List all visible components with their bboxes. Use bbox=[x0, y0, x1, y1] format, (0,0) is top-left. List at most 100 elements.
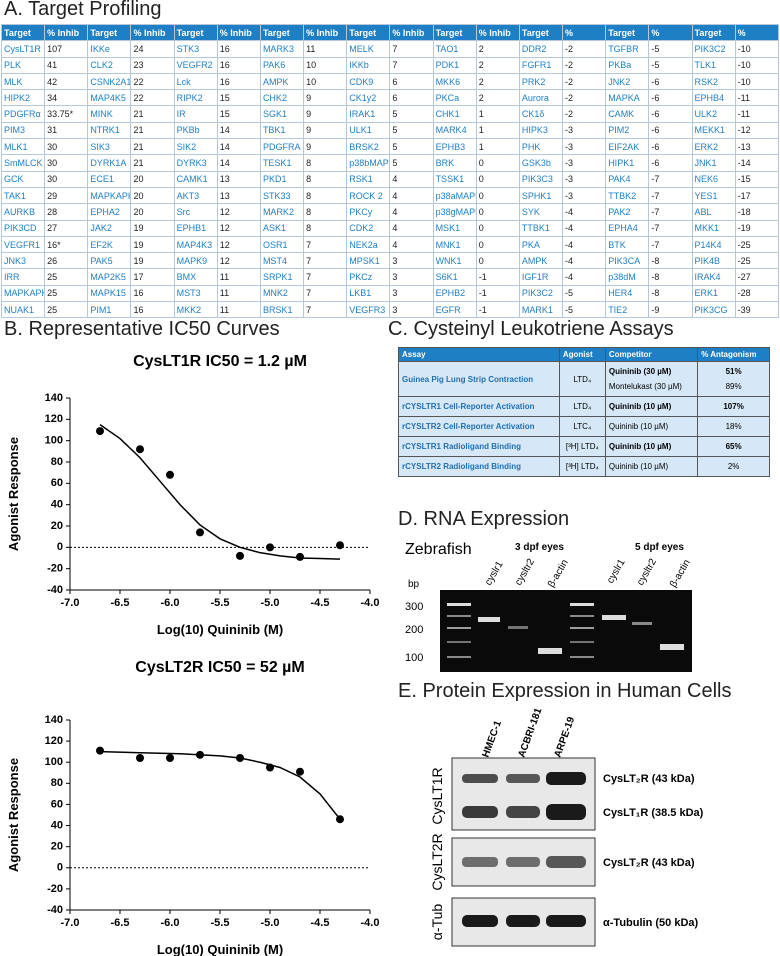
y-tick-label: 120 bbox=[45, 735, 63, 747]
target-cell: ECE1 bbox=[87, 170, 132, 188]
target-cell: TIE2 bbox=[605, 301, 650, 319]
target-cell: ULK2 bbox=[691, 105, 736, 123]
y-tick-label: 0 bbox=[57, 541, 63, 553]
inhibition-cell: -5 bbox=[648, 56, 693, 74]
inhibition-cell: -5 bbox=[648, 40, 693, 58]
target-cell: MAPKA bbox=[605, 89, 650, 107]
inhibition-cell: -2 bbox=[562, 56, 607, 74]
target-cell: p38gMAPK bbox=[432, 203, 477, 221]
row: MLK1 30 SIK3 21 SIK2 14 PDGFRA 9 BRSK2 5 EPHB3 1 PHK… bbox=[0, 138, 780, 156]
inhibition-cell: 6 bbox=[389, 89, 434, 107]
antagonism: 107% bbox=[723, 402, 744, 411]
competitor: Quininib (10 µM) bbox=[608, 422, 669, 431]
header-cell: % bbox=[648, 23, 693, 42]
inhibition-cell: 2 bbox=[475, 72, 520, 91]
header-cell: Target bbox=[87, 23, 132, 42]
header-cell: Target bbox=[432, 23, 477, 42]
y-tick-label: 80 bbox=[51, 456, 63, 468]
target-cell: CLK2 bbox=[87, 56, 132, 74]
competitor-cell: Quininib (30 µM) Montelukast (30 µM) bbox=[604, 361, 699, 397]
data-point bbox=[166, 470, 174, 479]
blot-label: CysLT2R bbox=[429, 833, 445, 890]
inhibition-cell: -10 bbox=[734, 72, 780, 91]
target-cell: IKKb bbox=[346, 56, 391, 74]
inhibition-cell: 10 bbox=[303, 56, 348, 74]
data-point bbox=[336, 541, 344, 550]
competitor: Montelukast (30 µM) bbox=[608, 382, 682, 391]
inhibition-cell: -6 bbox=[648, 89, 693, 107]
inhibition-cell: 17 bbox=[130, 268, 175, 286]
marker-label: 100 bbox=[405, 652, 423, 664]
target-cell: MST4 bbox=[259, 252, 305, 270]
inhibition-cell: -27 bbox=[734, 268, 780, 286]
header-cell: Target bbox=[259, 23, 305, 42]
inhibition-cell: 8 bbox=[303, 186, 348, 205]
inhibition-cell: 0 bbox=[475, 219, 520, 237]
western-blot: HMEC-1 ACBRI-181 ARPE-19 CysLT1R CysLT2R… bbox=[429, 706, 704, 947]
band-label: α-Tubulin (50 kDa) bbox=[603, 917, 699, 929]
inhibition-cell: -18 bbox=[734, 203, 780, 221]
row: PLK 41 CLK2 23 VEGFR2 16 PAK6 10 IKKb 7 PDK1 2 FGFR1… bbox=[0, 56, 780, 74]
agonist-cell: LTD₄ bbox=[558, 396, 606, 417]
inhibition-cell: 6 bbox=[389, 72, 434, 91]
inhibition-cell: -17 bbox=[734, 186, 780, 205]
header-row: Target% Inhib Target% Inhib Target% Inhib T… bbox=[0, 23, 780, 42]
lane-label: cysltr2 bbox=[513, 557, 537, 588]
competitor-cell: Quininib (10 µM) bbox=[604, 436, 699, 457]
y-axis-label: Agonist Response bbox=[6, 758, 21, 872]
target-cell: DYRK1A bbox=[87, 154, 132, 172]
target-cell: PKCz bbox=[346, 268, 391, 286]
inhibition-cell: -4 bbox=[562, 203, 607, 221]
inhibition-cell: 5 bbox=[389, 105, 434, 123]
target-cell: AMPK bbox=[518, 252, 564, 270]
target-cell: PIK3C2 bbox=[691, 40, 736, 58]
inhibition-cell: 8 bbox=[303, 203, 348, 221]
inhibition-cell: -6 bbox=[648, 105, 693, 123]
target-cell: AURKB bbox=[0, 203, 46, 221]
y-tick-label: 120 bbox=[45, 413, 63, 425]
x-tick-label: -6.5 bbox=[111, 597, 130, 609]
header-cell: % Inhib bbox=[303, 23, 348, 42]
assay-cell: rCYSLTR2 Radioligand Binding bbox=[398, 456, 560, 477]
inhibition-cell: 1 bbox=[475, 105, 520, 123]
row: GCK 30 ECE1 20 CAMK1 13 PKD1 8 RSK1 4 TSSK1 0 PIK3C3… bbox=[0, 170, 780, 188]
target-cell: EPHB3 bbox=[432, 138, 477, 156]
inhibition-cell: 0 bbox=[475, 154, 520, 172]
inhibition-cell: 25 bbox=[44, 268, 89, 286]
target-cell: MAPKAPK5 bbox=[0, 284, 46, 303]
assay-table: Assay Agonist Competitor% Antagonism Guinea… bbox=[398, 347, 770, 477]
header-cell: Target bbox=[0, 23, 46, 42]
target-cell: MKK1 bbox=[691, 219, 736, 237]
competitor: Quininib (10 µM) bbox=[608, 442, 672, 451]
x-tick-label: -6.0 bbox=[161, 597, 180, 609]
target-cell: SGK1 bbox=[259, 105, 305, 123]
target-cell: MNK1 bbox=[432, 235, 477, 254]
inhibition-cell: -25 bbox=[734, 235, 780, 254]
target-cell: Aurora bbox=[518, 89, 564, 107]
header-cell: % Inhib bbox=[130, 23, 175, 42]
target-cell: p38bMAPK bbox=[346, 154, 391, 172]
target-cell: DYRK3 bbox=[173, 154, 218, 172]
target-cell: MARK1 bbox=[518, 301, 564, 319]
inhibition-cell: 8 bbox=[303, 154, 348, 172]
target-cell: CSNK2A1 bbox=[87, 72, 132, 91]
y-tick-label: 60 bbox=[51, 798, 63, 810]
inhibition-cell: -3 bbox=[562, 186, 607, 205]
competitor: Quininib (10 µM) bbox=[608, 462, 669, 471]
lane-label: cyslr1 bbox=[605, 557, 628, 585]
target-cell: EPHB4 bbox=[691, 89, 736, 107]
target-cell: PIM3 bbox=[0, 121, 46, 140]
target-cell: MKK2 bbox=[173, 301, 218, 319]
inhibition-cell: 22 bbox=[130, 89, 175, 107]
target-cell: HIPK1 bbox=[605, 154, 650, 172]
inhibition-cell: -25 bbox=[734, 252, 780, 270]
target-cell: NEK2a bbox=[346, 235, 391, 254]
target-cell: PKD1 bbox=[259, 170, 305, 188]
fit-curve bbox=[99, 750, 341, 820]
target-cell: PDK1 bbox=[432, 56, 477, 74]
target-cell: IRR bbox=[0, 268, 46, 286]
y-tick-label: 40 bbox=[51, 499, 63, 511]
target-cell: PHK bbox=[518, 138, 564, 156]
target-cell: DDR2 bbox=[518, 40, 564, 58]
inhibition-cell: 21 bbox=[130, 138, 175, 156]
